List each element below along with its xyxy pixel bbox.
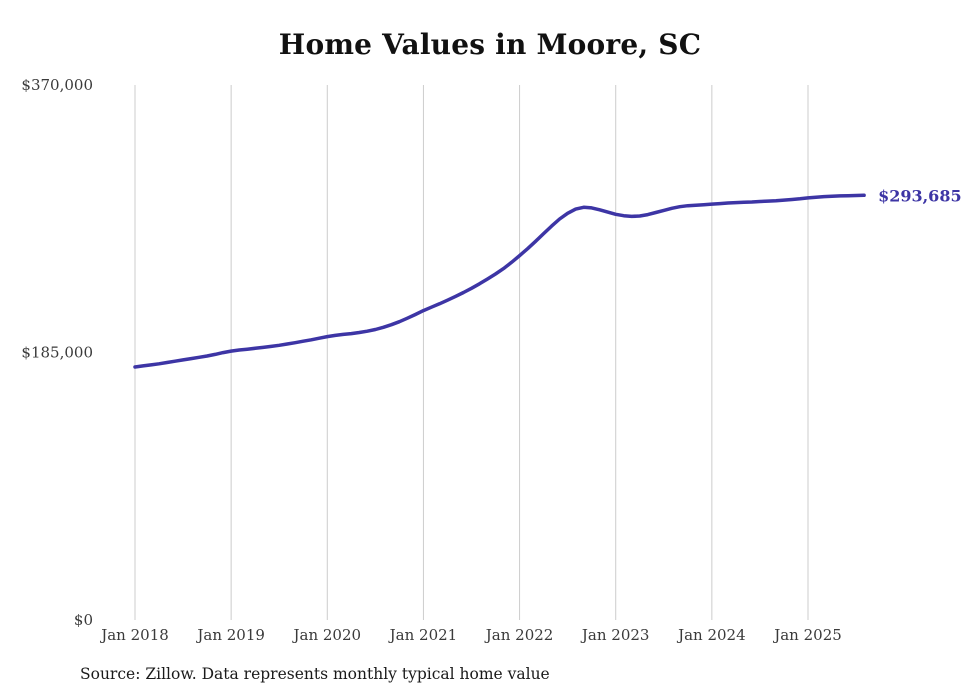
end-value-label: $293,685 [878, 186, 962, 205]
home-value-series-line [133, 193, 866, 369]
x-tick-label: Jan 2020 [292, 626, 362, 644]
x-tick-label: Jan 2025 [772, 626, 842, 644]
y-tick-label: $0 [74, 611, 93, 629]
y-tick-label: $370,000 [21, 76, 93, 94]
x-tick-label: Jan 2019 [195, 626, 265, 644]
x-tick-label: Jan 2018 [99, 626, 169, 644]
y-tick-label: $185,000 [21, 344, 93, 362]
chart-title: Home Values in Moore, SC [278, 28, 702, 61]
x-tick-label: Jan 2021 [388, 626, 458, 644]
x-tick-label: Jan 2022 [484, 626, 554, 644]
x-tick-label: Jan 2023 [580, 626, 650, 644]
x-tick-label: Jan 2024 [676, 626, 746, 644]
source-note: Source: Zillow. Data represents monthly … [80, 665, 550, 683]
